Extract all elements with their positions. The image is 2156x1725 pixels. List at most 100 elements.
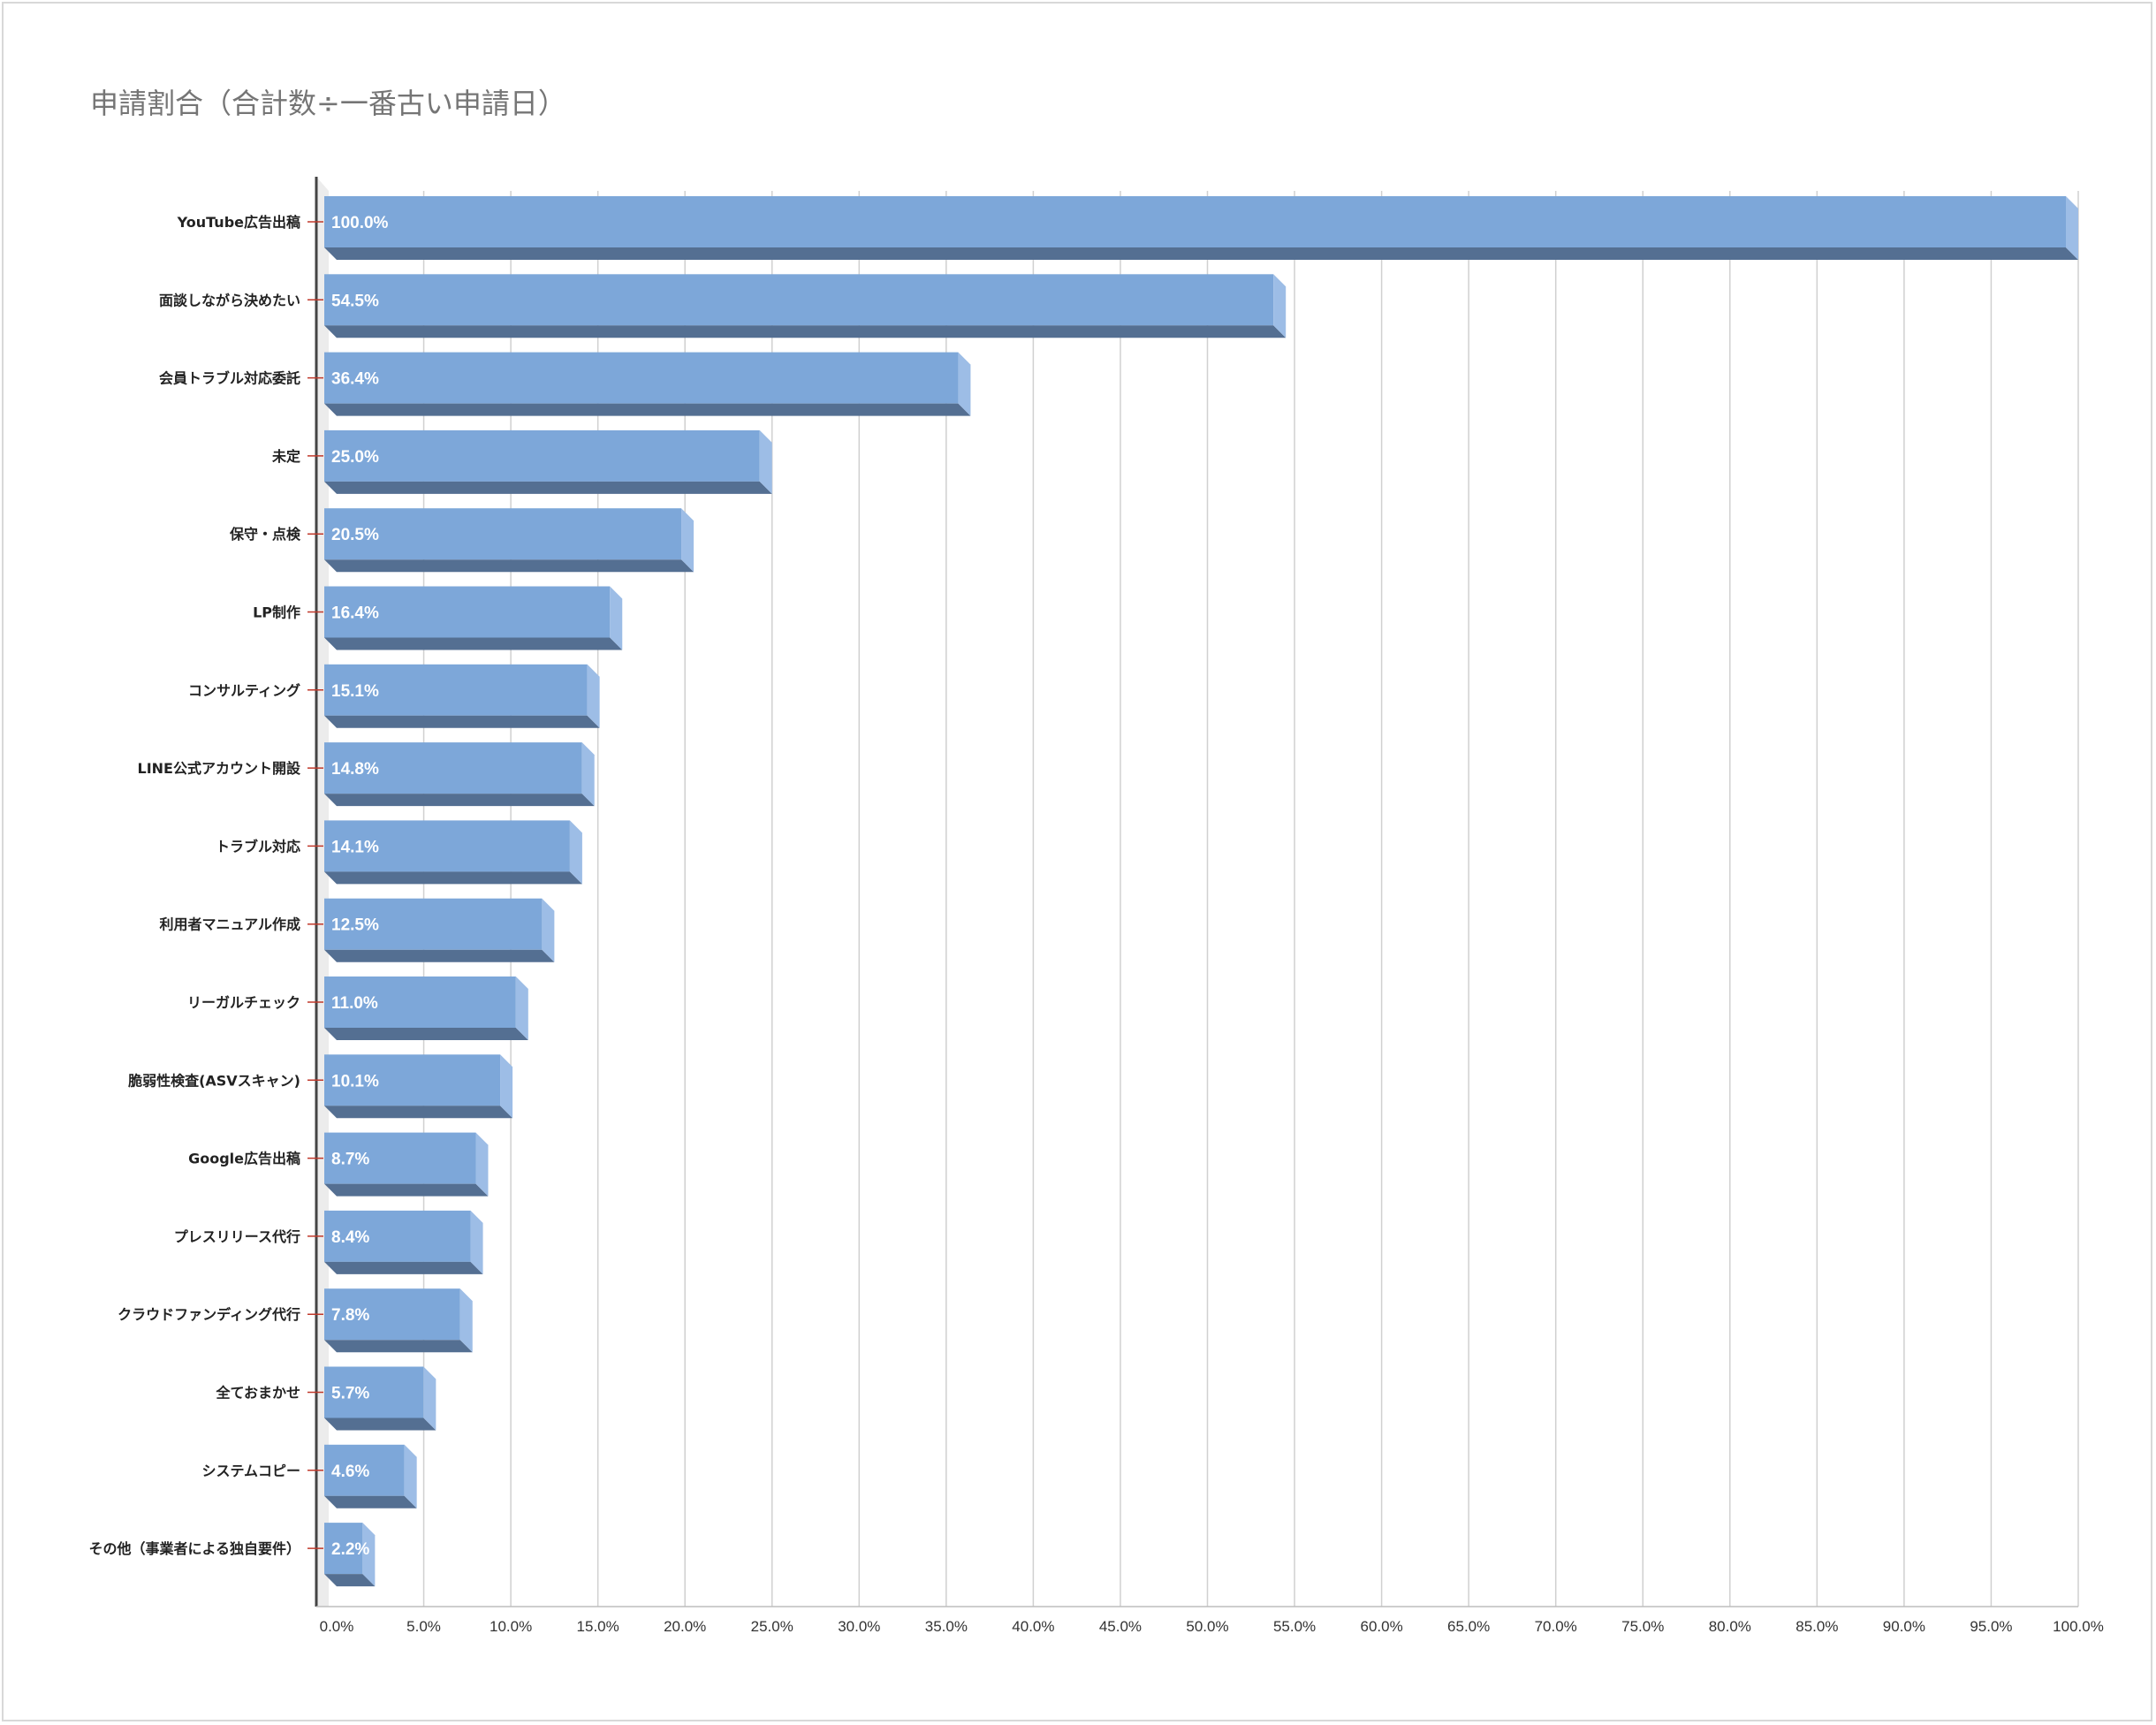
x-tick-label: 60.0% bbox=[1360, 1618, 1402, 1635]
x-tick-label: 40.0% bbox=[1012, 1618, 1054, 1635]
data-label: 14.8% bbox=[331, 760, 379, 779]
x-tick-label: 35.0% bbox=[925, 1618, 968, 1635]
category-label: 会員トラブル対応委託 bbox=[159, 370, 300, 387]
bar-side-face bbox=[475, 1132, 489, 1197]
category-label: コンサルティング bbox=[188, 682, 300, 699]
bar-side-face bbox=[569, 820, 582, 885]
bar-side-face bbox=[681, 508, 695, 573]
data-label: 11.0% bbox=[331, 994, 378, 1013]
bar bbox=[324, 1054, 501, 1106]
category-label: プレスリリース代行 bbox=[174, 1228, 300, 1245]
x-tick-label: 65.0% bbox=[1447, 1618, 1490, 1635]
bar-bottom-face bbox=[324, 247, 2078, 260]
x-tick-label: 90.0% bbox=[1883, 1618, 1925, 1635]
data-label: 16.4% bbox=[331, 604, 379, 623]
category-label: LINE公式アカウント開設 bbox=[138, 760, 301, 777]
bar bbox=[324, 1444, 405, 1496]
bar bbox=[324, 1132, 476, 1184]
bar-side-face bbox=[610, 586, 623, 650]
category-label: 利用者マニュアル作成 bbox=[159, 916, 300, 933]
bar-side-face bbox=[958, 352, 971, 416]
bar-side-face bbox=[500, 1054, 513, 1119]
bar bbox=[324, 1523, 363, 1575]
bar bbox=[324, 274, 1274, 326]
bar bbox=[324, 1366, 424, 1418]
bar-bottom-face bbox=[324, 1495, 417, 1508]
x-tick-label: 15.0% bbox=[577, 1618, 619, 1635]
bar-side-face bbox=[759, 429, 772, 494]
x-tick-label: 95.0% bbox=[1970, 1618, 2012, 1635]
x-tick-label: 50.0% bbox=[1186, 1618, 1228, 1635]
bar-bottom-face bbox=[324, 1574, 376, 1587]
x-tick-label: 45.0% bbox=[1099, 1618, 1142, 1635]
bar-side-face bbox=[423, 1366, 437, 1431]
data-label: 10.1% bbox=[331, 1072, 379, 1090]
bar bbox=[324, 508, 682, 560]
bar bbox=[324, 664, 588, 716]
category-label: Google広告出稿 bbox=[188, 1151, 300, 1167]
bar bbox=[324, 1210, 471, 1262]
bar-bottom-face bbox=[324, 481, 772, 494]
bar bbox=[324, 586, 611, 638]
bar bbox=[324, 976, 516, 1028]
category-label: システムコピー bbox=[201, 1463, 300, 1479]
bar-side-face bbox=[362, 1523, 376, 1587]
x-tick-label: 55.0% bbox=[1273, 1618, 1316, 1635]
bar-side-face bbox=[515, 976, 528, 1040]
bar-bottom-face bbox=[324, 871, 582, 885]
bar bbox=[324, 742, 582, 794]
data-label: 36.4% bbox=[331, 370, 379, 389]
data-label: 12.5% bbox=[331, 916, 379, 935]
bar-bottom-face bbox=[324, 949, 555, 962]
category-label: 面談しながら決めたい bbox=[159, 292, 300, 308]
bar-bottom-face bbox=[324, 1028, 528, 1040]
bar-side-face bbox=[404, 1444, 417, 1508]
x-tick-label: 20.0% bbox=[664, 1618, 706, 1635]
category-label: YouTube広告出稿 bbox=[177, 214, 300, 231]
data-label: 2.2% bbox=[331, 1540, 369, 1559]
data-label: 7.8% bbox=[331, 1306, 369, 1325]
data-label: 8.4% bbox=[331, 1228, 369, 1247]
category-label: 未定 bbox=[271, 448, 300, 465]
category-label: LP制作 bbox=[253, 604, 300, 621]
bar bbox=[324, 898, 543, 950]
x-tick-label: 30.0% bbox=[838, 1618, 880, 1635]
data-label: 14.1% bbox=[331, 838, 379, 856]
data-label: 100.0% bbox=[331, 214, 389, 232]
category-label: リーガルチェック bbox=[187, 994, 300, 1011]
bar-side-face bbox=[1273, 274, 1287, 338]
x-tick-label: 75.0% bbox=[1621, 1618, 1664, 1635]
bar-side-face bbox=[470, 1210, 483, 1274]
bar-bottom-face bbox=[324, 1106, 513, 1119]
bar bbox=[324, 1288, 460, 1341]
bar bbox=[324, 196, 2066, 247]
category-label: クラウドファンディング代行 bbox=[118, 1306, 300, 1323]
category-label: 全ておまかせ bbox=[215, 1385, 300, 1402]
category-label: 脆弱性検査(ASVスキャン) bbox=[128, 1072, 300, 1089]
x-tick-label: 85.0% bbox=[1795, 1618, 1838, 1635]
bar-bottom-face bbox=[324, 794, 595, 807]
x-tick-label: 70.0% bbox=[1535, 1618, 1577, 1635]
x-tick-label: 0.0% bbox=[320, 1618, 354, 1635]
bar bbox=[324, 352, 959, 404]
x-tick-label: 100.0% bbox=[2053, 1618, 2104, 1635]
bar-bottom-face bbox=[324, 1417, 437, 1431]
data-label: 5.7% bbox=[331, 1385, 369, 1403]
bar-side-face bbox=[2066, 196, 2078, 260]
data-label: 15.1% bbox=[331, 682, 379, 701]
x-tick-label: 10.0% bbox=[490, 1618, 532, 1635]
bar-bottom-face bbox=[324, 1183, 489, 1197]
bar-bottom-face bbox=[324, 403, 971, 416]
bar-bottom-face bbox=[324, 1340, 473, 1353]
chart-title: 申請割合（合計数÷一番古い申請日） bbox=[90, 87, 566, 120]
category-label: 保守・点検 bbox=[229, 526, 301, 543]
bar-side-face bbox=[587, 664, 600, 728]
bar-bottom-face bbox=[324, 325, 1287, 338]
category-label: その他（事業者による独自要件） bbox=[88, 1540, 300, 1557]
x-tick-label: 5.0% bbox=[406, 1618, 441, 1635]
bar-bottom-face bbox=[324, 715, 600, 728]
bar-bottom-face bbox=[324, 559, 695, 573]
x-tick-label: 25.0% bbox=[751, 1618, 793, 1635]
data-label: 4.6% bbox=[331, 1463, 369, 1481]
